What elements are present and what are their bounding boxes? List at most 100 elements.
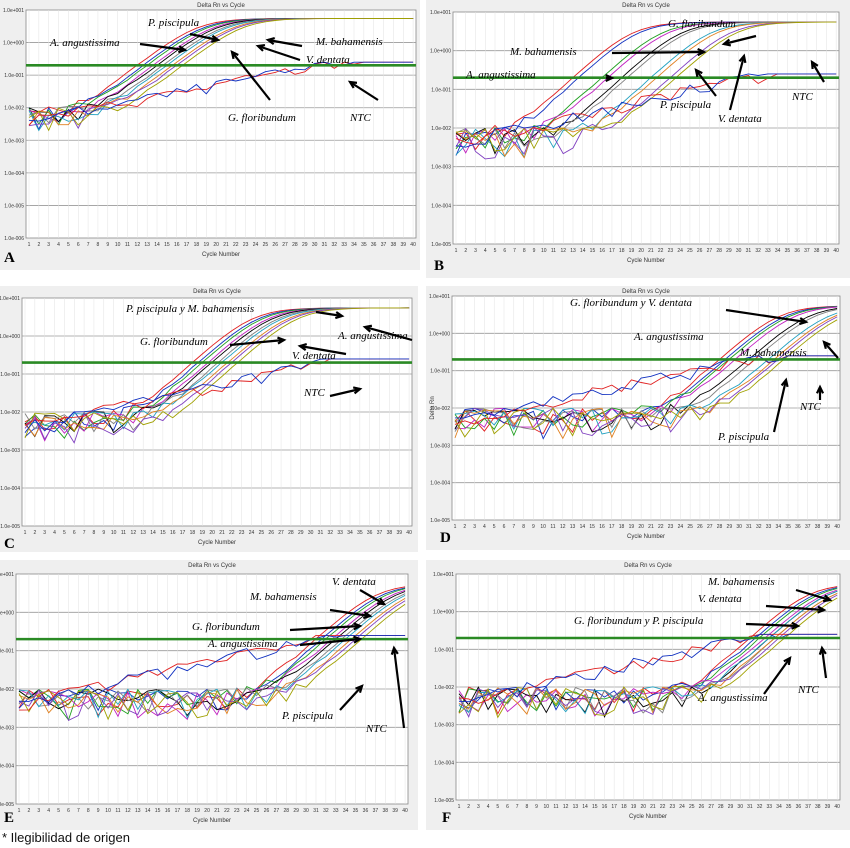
annotation-label: P. piscipula (147, 17, 200, 29)
chart-title: Delta Rn vs Cycle (188, 563, 236, 569)
y-tick-label: 1.0e+000 (0, 610, 14, 616)
annotation-label: G. floribundum (140, 336, 208, 348)
x-tick-label: 11 (551, 248, 556, 254)
x-tick-label: 37 (805, 804, 811, 810)
x-tick-label: 3 (473, 524, 476, 530)
x-tick-label: 21 (219, 530, 225, 536)
y-tick-label: 1.0e-003 (4, 138, 24, 144)
x-tick-label: 34 (347, 530, 353, 536)
x-tick-label: 4 (484, 248, 487, 254)
amplification-curve-p-piscipula (455, 21, 837, 159)
x-tick-label: 2 (28, 808, 31, 814)
x-tick-label: 37 (377, 530, 383, 536)
x-tick-label: 23 (239, 530, 245, 536)
y-tick-label: 1.0e-002 (431, 126, 451, 132)
chart-title: Delta Rn vs Cycle (624, 563, 672, 569)
x-tick-label: 32 (323, 808, 329, 814)
x-tick-label: 20 (638, 248, 644, 254)
x-tick-label: 3 (47, 242, 50, 248)
x-tick-label: 3 (477, 804, 480, 810)
panel-letter: D (440, 530, 451, 546)
x-tick-label: 3 (474, 248, 477, 254)
arrow-head (178, 45, 188, 54)
x-tick-label: 15 (592, 804, 598, 810)
x-tick-label: 16 (599, 524, 605, 530)
x-tick-label: 14 (145, 808, 151, 814)
x-tick-label: 25 (689, 804, 695, 810)
amplification-curve-v-dentata (18, 586, 406, 716)
x-tick-label: 33 (333, 808, 339, 814)
annotation-label: NTC (791, 91, 813, 103)
y-tick-label: 1.0e-004 (430, 481, 450, 487)
x-tick-label: 14 (150, 530, 156, 536)
x-tick-label: 13 (135, 808, 141, 814)
y-tick-label: 1.0e-002 (0, 687, 14, 693)
x-tick-label: 15 (160, 530, 166, 536)
x-tick-label: 33 (767, 804, 773, 810)
annotation-label: G. floribundum y P. piscipula (574, 615, 704, 627)
x-tick-label: 38 (815, 804, 821, 810)
panel-D: Delta Rn vs Cycle 1.0e+001 1.0e+000 1.0e-00… (426, 286, 850, 550)
arrow-head (783, 655, 792, 666)
amplification-curve-ntc (454, 355, 838, 419)
y-tick-label: 1.0e-001 (431, 87, 451, 93)
x-tick-label: 25 (263, 242, 269, 248)
x-tick-label: 13 (573, 804, 579, 810)
x-tick-label: 16 (170, 530, 176, 536)
y-tick-label: 1.0e-004 (431, 203, 451, 209)
x-tick-label: 8 (525, 804, 528, 810)
x-tick-label: 11 (125, 242, 130, 248)
x-tick-label: 31 (746, 524, 752, 530)
x-tick-label: 34 (775, 248, 781, 254)
y-axis-label: Delta Rn (430, 396, 436, 419)
amplification-curve-v-dentata (28, 17, 414, 132)
y-tick-label: 1.0e+000 (0, 334, 20, 340)
x-tick-label: 1 (455, 248, 458, 254)
x-tick-label: 22 (229, 530, 235, 536)
x-tick-label: 20 (638, 524, 644, 530)
x-tick-label: 22 (233, 242, 239, 248)
x-tick-label: 1 (454, 524, 457, 530)
y-tick-label: 1.0e-002 (434, 685, 454, 691)
x-tick-label: 30 (737, 804, 743, 810)
x-tick-label: 38 (814, 248, 820, 254)
x-tick-label: 36 (794, 248, 800, 254)
amplification-curve-ntc (18, 634, 406, 711)
footnote: * Ilegibilidad de origen (2, 830, 130, 845)
y-tick-label: 1.0e-001 (430, 369, 450, 375)
arrow-head (697, 48, 707, 57)
arrow-head (721, 38, 732, 47)
x-tick-label: 36 (796, 804, 802, 810)
y-tick-label: 1.0e+001 (433, 572, 454, 578)
x-tick-label: 9 (102, 530, 105, 536)
y-tick-label: 1.0e-005 (431, 242, 451, 248)
x-tick-label: 36 (367, 530, 373, 536)
annotation-arrow (745, 622, 799, 628)
arrow-head (694, 67, 703, 78)
x-tick-label: 27 (707, 524, 713, 530)
amplification-curve-a-angustissima (24, 307, 410, 439)
x-tick-label: 19 (629, 248, 635, 254)
y-tick-label: 1.0e-004 (434, 760, 454, 766)
arrow-head (815, 384, 825, 394)
x-tick-label: 8 (522, 524, 525, 530)
amplification-curve-m-bahamensis (454, 312, 838, 435)
y-tick-label: 1.0e-002 (0, 410, 20, 416)
x-tick-label: 38 (387, 530, 393, 536)
x-tick-label: 6 (67, 808, 70, 814)
y-tick-label: 1.0e-005 (0, 524, 20, 530)
x-tick-label: 34 (776, 524, 782, 530)
x-tick-label: 6 (77, 242, 80, 248)
x-tick-label: 26 (264, 808, 270, 814)
x-tick-label: 5 (494, 248, 497, 254)
x-tick-label: 24 (253, 242, 259, 248)
x-tick-label: 29 (727, 524, 733, 530)
x-tick-label: 4 (53, 530, 56, 536)
x-tick-label: 8 (523, 248, 526, 254)
annotation-label: G. floribundum (668, 18, 736, 30)
annotation-label: M. bahamensis (739, 347, 807, 359)
x-tick-label: 33 (765, 248, 771, 254)
x-tick-label: 10 (540, 524, 546, 530)
x-tick-label: 28 (292, 242, 298, 248)
x-tick-label: 30 (736, 524, 742, 530)
